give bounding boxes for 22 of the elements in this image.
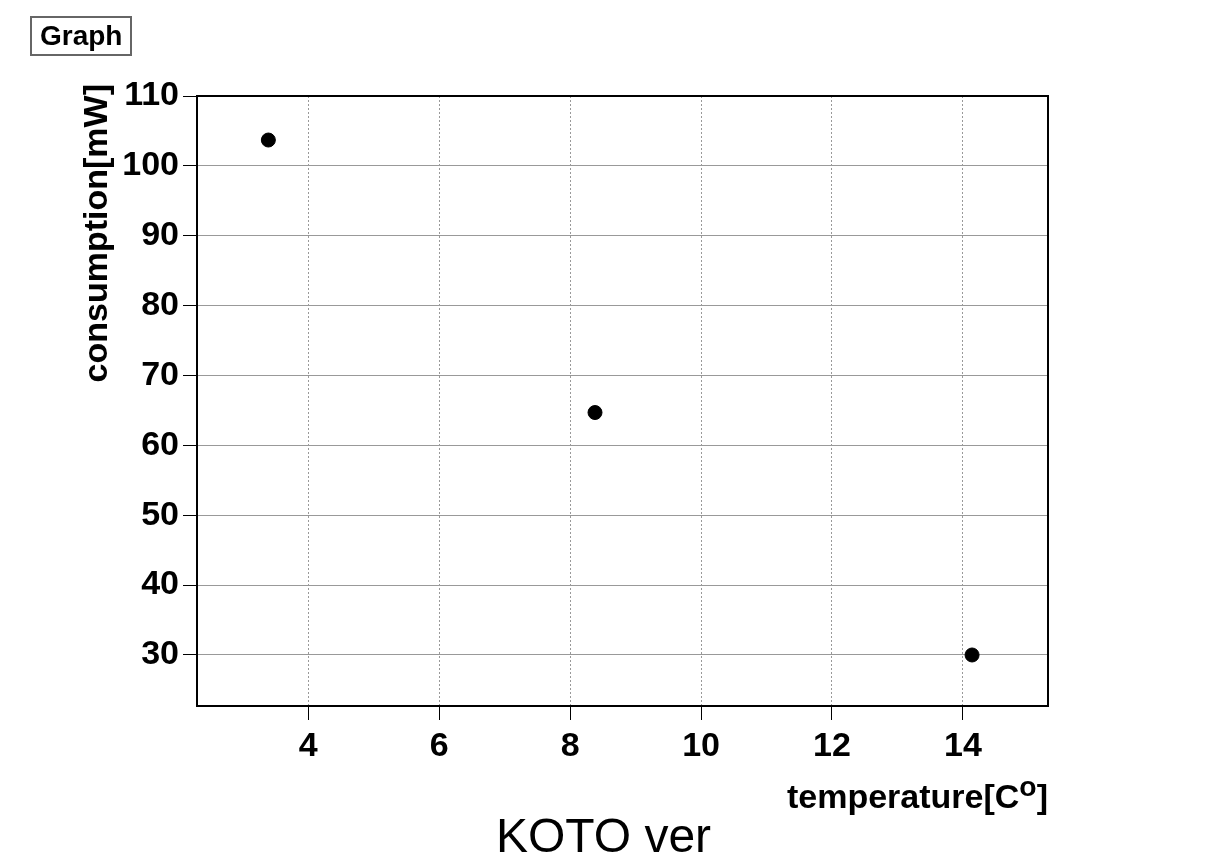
point (260, 132, 276, 148)
y-tick-label: 90 (141, 214, 179, 253)
y-tick-label: 100 (122, 144, 179, 183)
point (587, 405, 603, 421)
y-axis-title: consumption[mW] (76, 84, 115, 383)
x-tick-label: 8 (560, 724, 580, 763)
x-tick-label: 12 (813, 724, 851, 763)
text: KOTO ver (495, 809, 712, 859)
y-tick-label: 70 (141, 353, 179, 392)
x-tick-label: 14 (943, 724, 982, 763)
point (964, 647, 980, 663)
y-tick-label: 40 (141, 563, 179, 602)
x-tick-label: 6 (429, 724, 449, 763)
x-tick-label: 10 (682, 724, 720, 763)
x-axis-title: temperature[C$^{o}$] (786, 770, 1048, 817)
y-tick-label: 110 (124, 74, 179, 113)
chart-title: Graph (30, 16, 133, 56)
y-tick-label: 80 (141, 284, 179, 322)
y-tick-label: 50 (141, 493, 179, 532)
x-tick-label: 4 (298, 724, 318, 763)
y-tick-label: 30 (141, 633, 179, 672)
y-tick-label: 60 (141, 423, 179, 462)
